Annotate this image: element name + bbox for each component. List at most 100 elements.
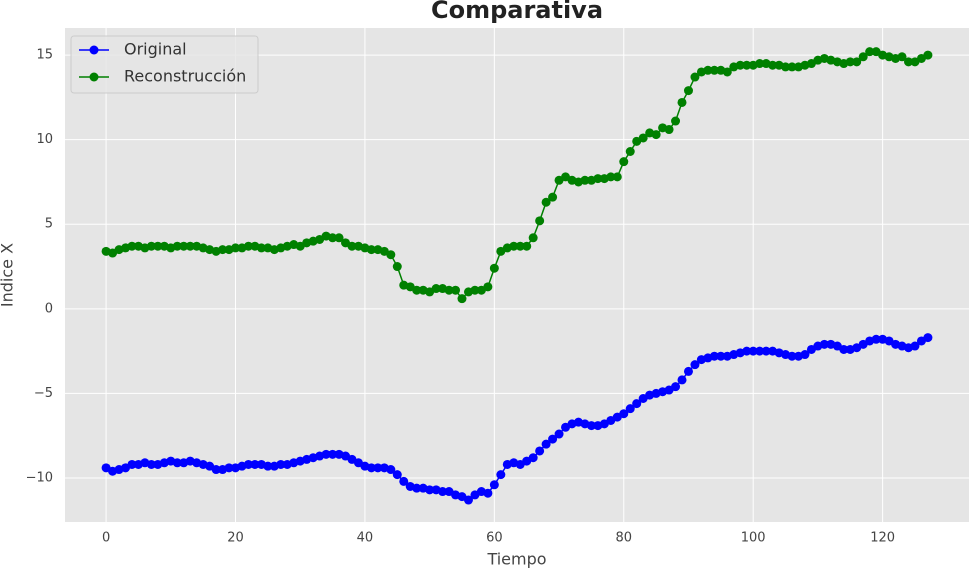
data-point	[690, 360, 700, 370]
data-point	[515, 241, 525, 251]
data-point	[431, 284, 441, 294]
data-point	[256, 243, 266, 253]
data-point	[386, 250, 396, 260]
x-tick-label: 0	[102, 531, 110, 546]
data-point	[328, 233, 338, 243]
data-point	[231, 243, 241, 253]
data-point	[742, 346, 752, 356]
data-point	[451, 285, 461, 295]
data-point	[787, 62, 797, 72]
data-point	[399, 476, 409, 486]
data-point	[716, 351, 726, 361]
data-point	[548, 192, 558, 202]
data-point	[593, 174, 603, 184]
data-point	[858, 52, 868, 62]
data-point	[923, 50, 933, 60]
data-point	[761, 346, 771, 356]
data-point	[127, 241, 137, 251]
data-point	[735, 60, 745, 70]
data-point	[619, 157, 629, 167]
data-point	[457, 294, 467, 304]
data-point	[683, 366, 693, 376]
data-point	[172, 241, 182, 251]
x-tick-label: 120	[870, 531, 895, 546]
data-point	[671, 382, 681, 392]
data-point	[412, 483, 422, 493]
data-point	[541, 197, 551, 207]
data-point	[425, 485, 435, 495]
data-point	[185, 241, 195, 251]
data-point	[586, 421, 596, 431]
data-point	[496, 470, 506, 480]
x-tick-label: 20	[227, 531, 244, 546]
data-point	[839, 344, 849, 354]
y-tick-label: 5	[45, 217, 53, 232]
data-point	[263, 461, 273, 471]
y-tick-label: 10	[36, 132, 53, 147]
data-point	[709, 65, 719, 75]
data-point	[671, 116, 681, 126]
y-tick-label: 15	[36, 48, 53, 63]
data-point	[755, 346, 765, 356]
data-point	[463, 495, 473, 505]
data-point	[748, 346, 758, 356]
data-point	[651, 130, 661, 140]
data-point	[800, 350, 810, 360]
data-point	[632, 399, 642, 409]
data-point	[638, 133, 648, 143]
data-point	[852, 57, 862, 67]
data-point	[819, 339, 829, 349]
x-tick-label: 60	[486, 531, 503, 546]
data-point	[910, 341, 920, 351]
data-point	[690, 72, 700, 82]
data-point	[392, 262, 402, 272]
data-point	[845, 57, 855, 67]
x-axis-label: Tiempo	[486, 550, 546, 569]
data-point	[211, 465, 221, 475]
legend-label: Original	[124, 40, 187, 59]
data-point	[787, 351, 797, 361]
data-point	[243, 241, 253, 251]
x-tick-label: 100	[741, 531, 766, 546]
data-point	[535, 216, 545, 226]
data-point	[127, 459, 137, 469]
data-point	[470, 285, 480, 295]
data-point	[224, 463, 234, 473]
legend-label: Reconstrucción	[124, 67, 246, 86]
data-point	[722, 67, 732, 77]
data-point	[554, 429, 564, 439]
data-point	[535, 446, 545, 456]
data-point	[923, 333, 933, 343]
data-point	[509, 241, 519, 251]
data-point	[606, 172, 616, 182]
chart-title: Comparativa	[431, 0, 603, 24]
data-point	[250, 459, 260, 469]
data-point	[683, 86, 693, 96]
data-point	[373, 463, 383, 473]
data-point	[755, 59, 765, 69]
data-point	[612, 172, 622, 182]
data-point	[897, 52, 907, 62]
data-point	[677, 97, 687, 107]
data-point	[146, 459, 156, 469]
y-tick-label: −10	[26, 471, 53, 486]
data-point	[172, 458, 182, 468]
data-point	[347, 241, 357, 251]
data-point	[146, 241, 156, 251]
data-point	[489, 263, 499, 273]
data-point	[321, 449, 331, 459]
data-point	[328, 449, 338, 459]
data-point	[483, 488, 493, 498]
data-point	[386, 465, 396, 475]
data-point	[703, 65, 713, 75]
data-point	[438, 487, 448, 497]
data-point	[580, 175, 590, 185]
y-tick-label: 0	[45, 301, 53, 316]
legend-box	[70, 35, 259, 94]
data-point	[243, 459, 253, 469]
data-point	[664, 125, 674, 135]
legend-marker	[89, 72, 99, 82]
data-point	[412, 285, 422, 295]
data-point	[276, 459, 286, 469]
